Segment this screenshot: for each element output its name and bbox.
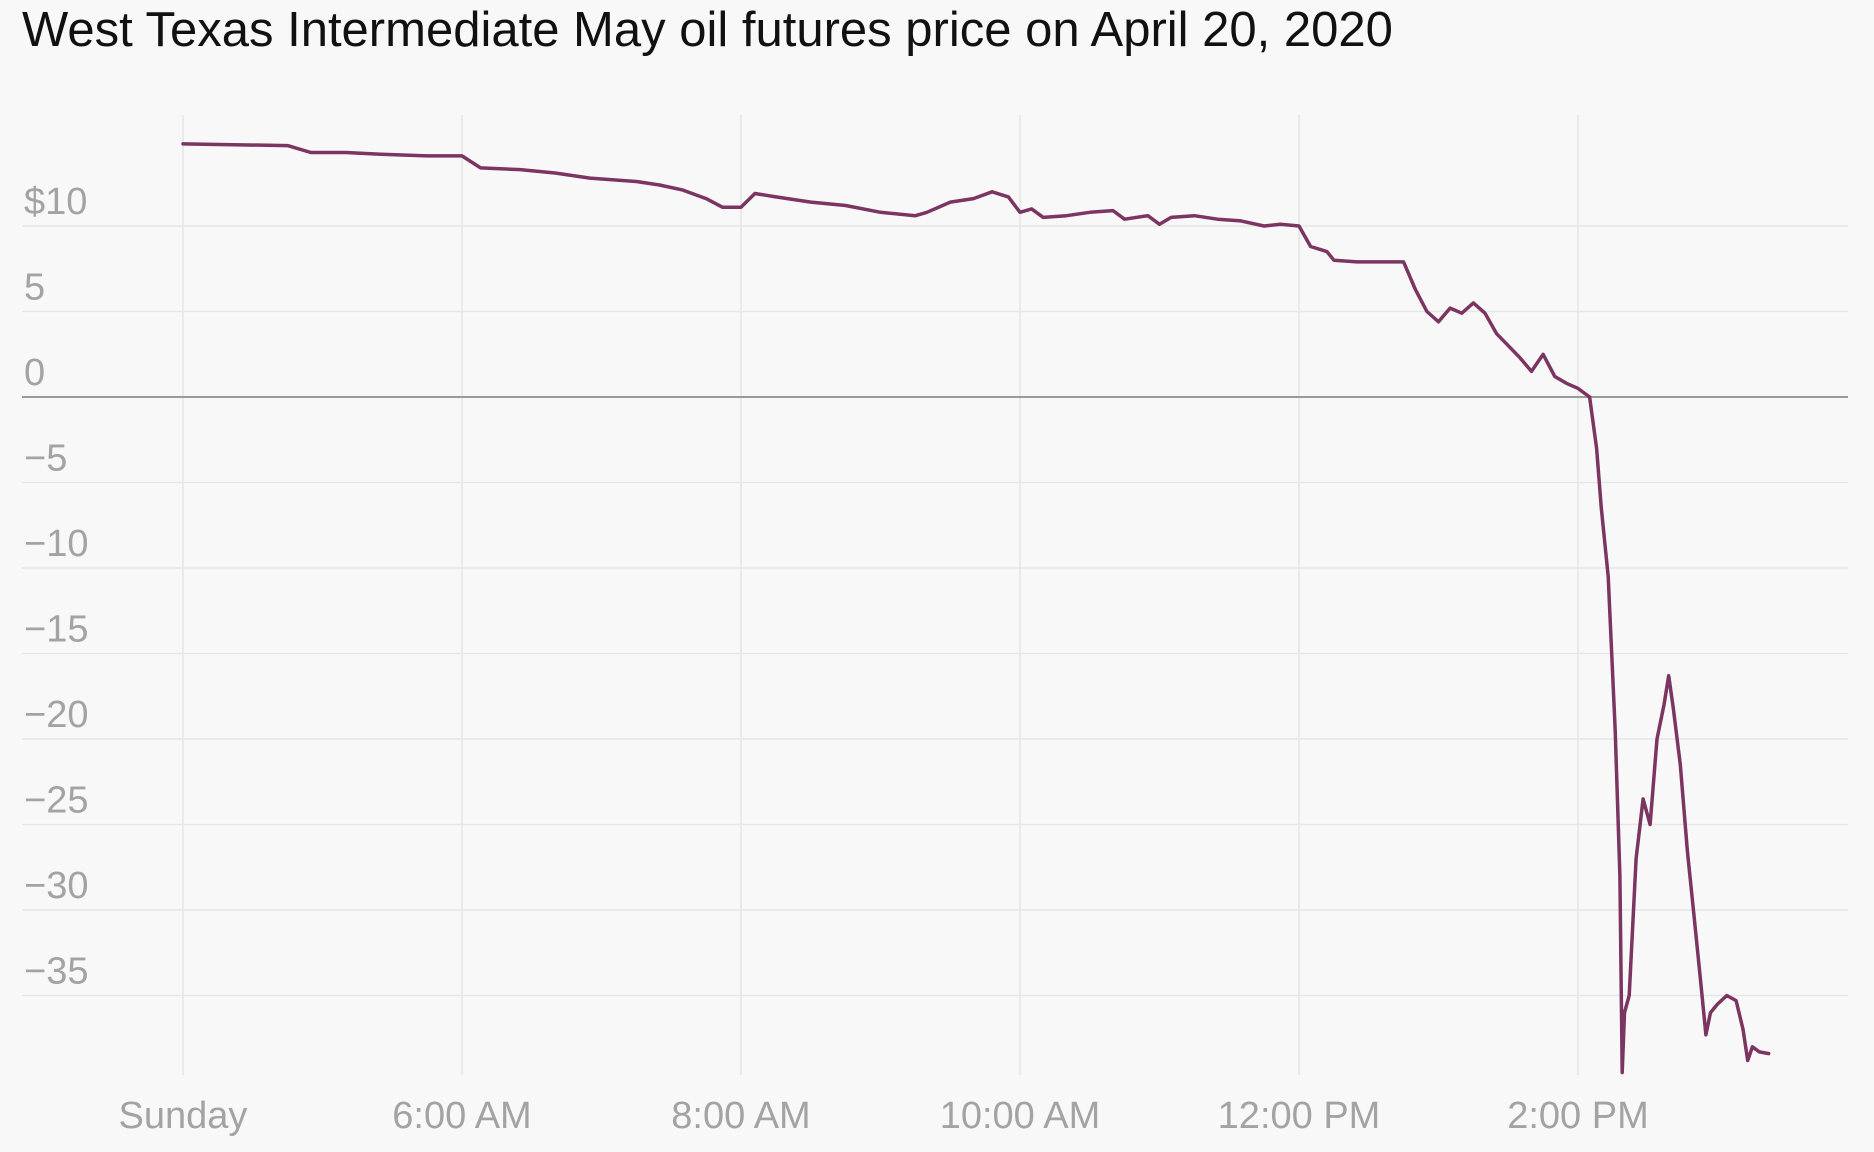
y-tick-label: −5 [24,438,67,480]
x-tick-label: 10:00 AM [940,1095,1101,1137]
x-tick-label: 8:00 AM [671,1095,810,1137]
y-tick-label: 0 [24,352,45,394]
x-tick-label: Sunday [119,1095,248,1137]
y-axis-tick-labels: $10 5 0 −5 −10 −15 −20 −25 −30 −35 [24,181,88,993]
y-tick-label: 5 [24,267,45,309]
x-tick-label: 2:00 PM [1507,1095,1649,1137]
y-tick-label: −15 [24,609,88,651]
y-tick-label: −20 [24,694,88,736]
x-tick-label: 12:00 PM [1218,1095,1381,1137]
y-tick-label: −25 [24,780,88,822]
grid-lines [22,115,1848,1075]
y-tick-label: −10 [24,523,88,565]
x-tick-label: 6:00 AM [392,1095,531,1137]
y-tick-label: −30 [24,865,88,907]
price-series-line [181,142,1771,1075]
series-layer [181,142,1771,1075]
y-tick-label: $10 [24,181,87,223]
x-axis-tick-labels: Sunday 6:00 AM 8:00 AM 10:00 AM 12:00 PM 2:00… [119,1095,1649,1137]
chart-title: West Texas Intermediate May oil futures … [22,3,1393,57]
y-tick-label: −35 [24,951,88,993]
